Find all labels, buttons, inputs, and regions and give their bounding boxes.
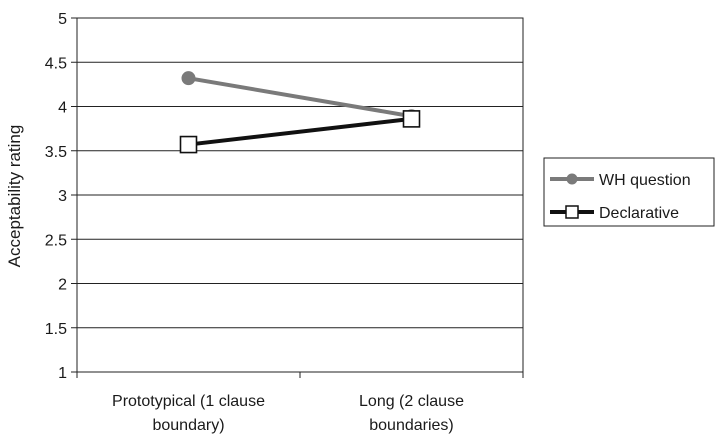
y-axis-label: Acceptability rating [5,125,24,268]
y-tick-label: 2.5 [45,232,67,249]
series-line [186,76,414,119]
data-point [181,71,196,86]
data-point [179,135,198,154]
y-tick-label: 5 [58,11,67,28]
x-tick-label: Prototypical (1 clause boundary) [112,393,265,434]
series-1 [179,110,421,154]
y-tick-label: 3.5 [45,144,67,161]
x-tick-label: Long (2 clause boundaries) [359,393,464,434]
y-tick-label: 4.5 [45,55,67,72]
y-tick-label: 1.5 [45,321,67,338]
data-point [402,110,421,128]
y-tick-labels: 1 1.5 2 2.5 3 3.5 4 4.5 5 [45,11,67,382]
y-tick-label: 2 [58,277,67,294]
legend-item: Declarative [550,205,679,222]
legend-label: WH question [599,172,691,189]
legend-marker [566,173,578,185]
axes [71,17,524,378]
series-line [186,116,414,147]
x-tick-label-line: boundary) [152,417,224,434]
legend-marker [565,205,579,219]
series [179,71,421,154]
x-tick-label-line: Prototypical (1 clause [112,393,265,410]
legend-item: WH question [550,172,691,189]
gridlines [77,17,523,373]
x-tick-label-line: boundaries) [369,417,454,434]
y-tick-label: 4 [58,100,67,117]
y-tick-label: 3 [58,188,67,205]
legend: WH question Declarative [543,157,715,227]
y-tick-label: 1 [58,365,67,382]
series-0 [181,71,419,124]
x-tick-label-line: Long (2 clause [359,393,464,410]
legend-label: Declarative [599,205,679,222]
x-tick-labels: Prototypical (1 clause boundary) Long (2 c… [112,393,464,434]
